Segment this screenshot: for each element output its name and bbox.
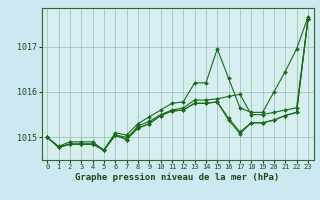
X-axis label: Graphe pression niveau de la mer (hPa): Graphe pression niveau de la mer (hPa) bbox=[76, 173, 280, 182]
